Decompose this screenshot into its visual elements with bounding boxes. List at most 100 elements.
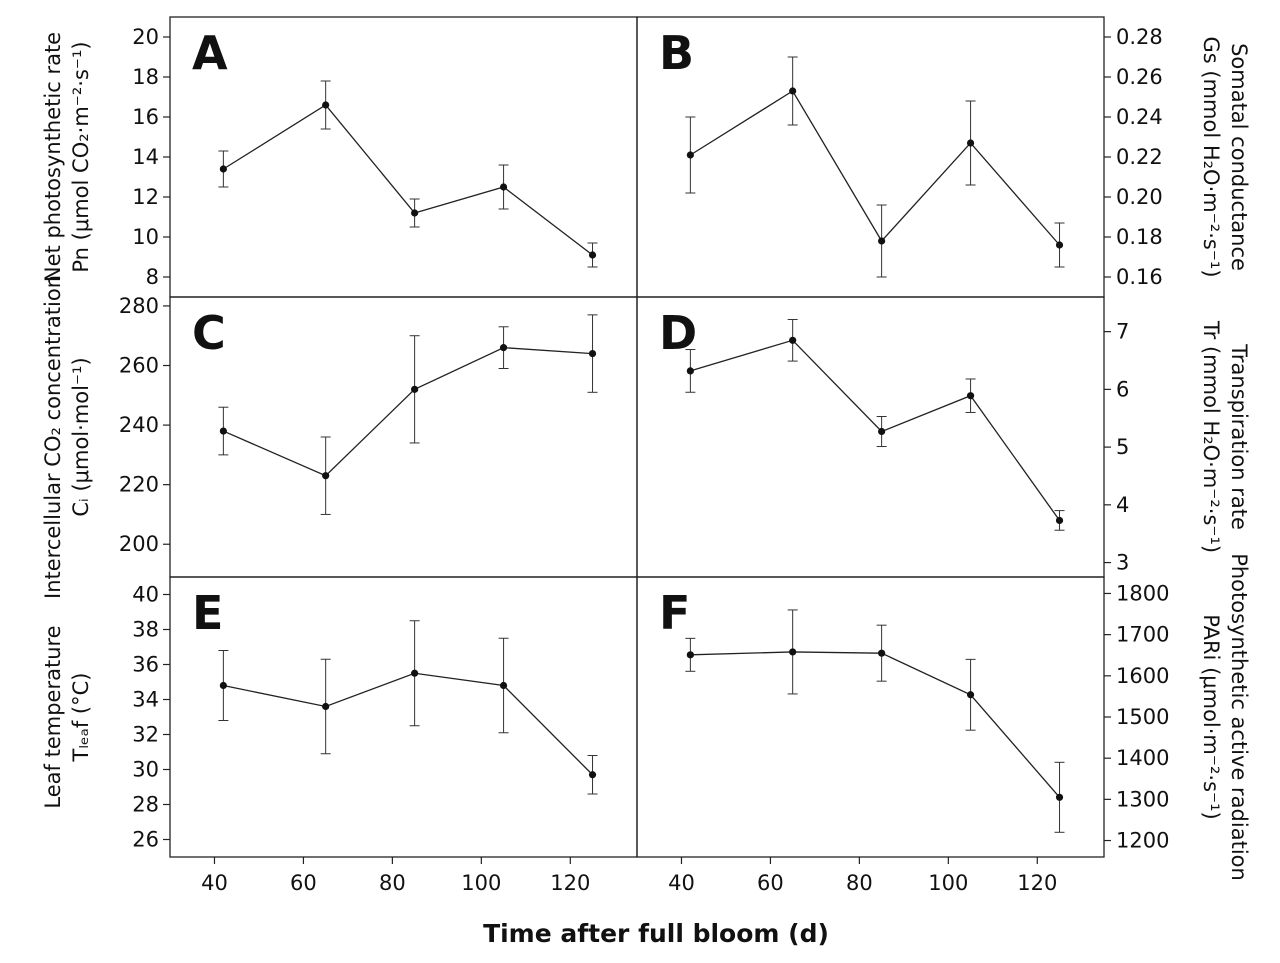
panel-c: C 200 220 240 260 280 [119, 294, 638, 578]
data-point-c-1 [322, 472, 330, 480]
y-tick-label-e-4: 34 [132, 688, 159, 712]
data-point-e-1 [322, 702, 330, 711]
y-tick-label-d-3: 6 [1116, 377, 1129, 401]
data-point-d-1 [789, 336, 797, 344]
y-tick-label-c-4: 280 [119, 294, 159, 318]
data-point-a-2 [411, 209, 419, 217]
data-point-d-3 [966, 392, 975, 400]
panel-letter-b: B [659, 26, 694, 80]
y-tick-label-a-2: 12 [132, 185, 159, 209]
y-tick-label-e-5: 36 [132, 653, 159, 677]
panel-f: F 1200 1300 1400 1500 1600 1700 1800 40 60 80 100 12… [636, 576, 1169, 895]
y-tick-label-a-6: 20 [132, 25, 159, 49]
x-tick-label-f-1: 60 [757, 871, 784, 895]
ylabel-e-line2: Tₗₑₐf (°C) [69, 673, 93, 763]
y-tick-label-a-3: 14 [132, 145, 159, 169]
panel-letter-c: C [192, 306, 226, 360]
panel-letter-f: F [659, 586, 690, 640]
y-tick-label-d-1: 4 [1116, 493, 1129, 517]
data-point-d-0 [686, 367, 694, 375]
data-point-c-2 [411, 385, 419, 393]
ylabel-c-line2: Cᵢ (μmol·mol⁻¹) [69, 357, 93, 516]
x-tick-label-f-3: 100 [928, 871, 968, 895]
y-tick-label-b-3: 0.22 [1116, 145, 1163, 169]
data-point-b-3 [966, 139, 975, 147]
y-tick-label-d-2: 5 [1116, 435, 1129, 459]
data-point-c-3 [499, 344, 508, 352]
y-tick-label-a-1: 10 [132, 225, 159, 249]
ylabel-f-line1: Photosynthetic active radiation [1227, 553, 1251, 881]
data-point-d-4 [1055, 516, 1064, 525]
data-point-c-0 [219, 427, 227, 435]
panel-e-frame [169, 576, 638, 858]
ylabel-a-line2: Pn (μmol CO₂·m⁻²·s⁻¹) [69, 41, 93, 272]
ylabel-b-line1: Somatal conductance [1227, 43, 1251, 271]
y-tick-label-f-2: 1400 [1116, 746, 1169, 770]
y-tick-label-b-2: 0.20 [1116, 185, 1163, 209]
y-tick-label-e-6: 38 [132, 618, 159, 642]
data-point-b-1 [789, 87, 797, 95]
ylabel-e-line1: Leaf temperature [41, 625, 65, 808]
y-tick-label-f-4: 1600 [1116, 664, 1169, 688]
data-point-f-3 [966, 691, 975, 699]
x-tick-label-e-0: 40 [201, 871, 228, 895]
ylabel-c-line1: Intercellular CO₂ concentration [41, 275, 65, 599]
y-tick-label-a-4: 16 [132, 105, 159, 129]
x-tick-label-e-3: 100 [461, 871, 501, 895]
panel-letter-e: E [192, 586, 223, 640]
x-tick-label-f-0: 40 [668, 871, 695, 895]
x-tick-label-f-2: 80 [846, 871, 873, 895]
data-point-e-0 [219, 681, 227, 690]
x-tick-label-e-1: 60 [290, 871, 317, 895]
y-tick-label-e-2: 30 [132, 758, 159, 782]
ylabel-d-line1: Transpiration rate [1227, 343, 1251, 530]
data-point-f-2 [878, 649, 886, 657]
x-tick-label-e-2: 80 [379, 871, 406, 895]
series-line-d [690, 339, 1061, 521]
ylabel-f-line2: PARi (μmol·m⁻²·s⁻¹) [1199, 614, 1223, 819]
ylabel-d-line2: Tr (mmol H₂O·m⁻²·s⁻¹) [1199, 320, 1223, 553]
data-point-a-3 [499, 183, 508, 191]
y-tick-label-a-0: 8 [146, 265, 159, 289]
series-line-a [223, 104, 593, 256]
x-tick-label-e-4: 120 [550, 871, 590, 895]
y-tick-label-f-0: 1200 [1116, 829, 1169, 853]
data-point-a-1 [322, 101, 330, 109]
x-axis-label: Time after full bloom (d) [483, 919, 829, 948]
x-tick-label-f-4: 120 [1017, 871, 1057, 895]
y-tick-label-c-1: 220 [119, 473, 159, 497]
data-point-e-4 [588, 771, 597, 779]
y-tick-label-e-1: 28 [132, 793, 159, 817]
panel-c-frame [169, 296, 638, 578]
y-tick-label-c-2: 240 [119, 413, 159, 437]
ylabel-b-line2: Gs (mmol H₂O·m⁻²·s⁻¹) [1199, 36, 1223, 277]
series-line-e [223, 672, 593, 776]
panel-a-frame [169, 16, 638, 298]
y-tick-label-f-6: 1800 [1116, 581, 1169, 605]
y-tick-label-c-3: 260 [119, 354, 159, 378]
panel-d: D 3 4 5 6 7 [636, 296, 1129, 578]
data-point-b-0 [686, 151, 694, 159]
data-point-a-4 [588, 251, 597, 259]
panel-letter-d: D [659, 306, 697, 360]
panel-letter-a: A [192, 26, 228, 80]
y-tick-label-a-5: 18 [132, 65, 159, 89]
y-tick-label-f-5: 1700 [1116, 623, 1169, 647]
panel-b-frame [636, 16, 1105, 298]
y-tick-label-b-0: 0.16 [1116, 265, 1163, 289]
y-tick-label-b-5: 0.26 [1116, 65, 1163, 89]
data-point-e-3 [499, 681, 508, 690]
data-point-f-4 [1055, 793, 1064, 801]
y-tick-label-e-7: 40 [132, 583, 159, 607]
data-point-f-0 [686, 651, 694, 659]
y-tick-label-c-0: 200 [119, 532, 159, 556]
y-tick-label-f-1: 1300 [1116, 787, 1169, 811]
panel-e: E 26 28 30 32 34 36 38 40 40 60 80 100 120 [132, 576, 638, 895]
y-tick-label-b-4: 0.24 [1116, 105, 1163, 129]
ylabel-a-line1: Net photosynthetic rate [41, 32, 65, 282]
series-line-c [223, 346, 593, 477]
panel-b: B 0.16 0.18 0.20 0.22 0.24 0.26 0.28 [636, 16, 1163, 298]
data-point-b-4 [1055, 241, 1064, 249]
series-line-f [690, 651, 1061, 798]
